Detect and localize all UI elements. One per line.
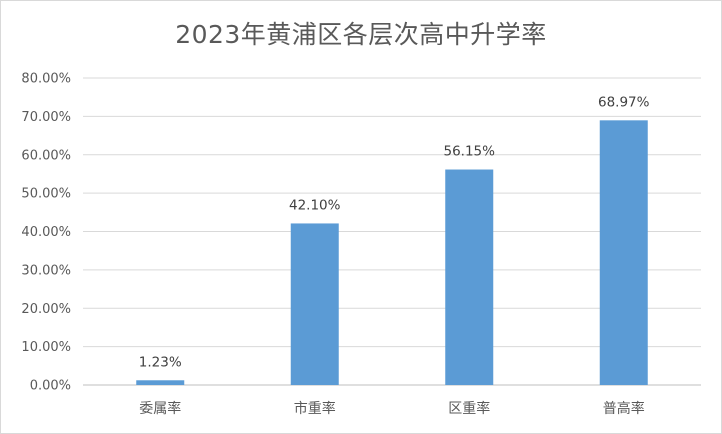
y-tick-label: 10.00% [21,340,71,355]
bar [136,380,185,385]
y-tick-label: 60.00% [21,148,71,163]
y-tick-label: 80.00% [21,72,71,87]
y-tick-label: 20.00% [21,302,71,317]
bar [290,223,339,385]
y-tick-label: 30.00% [21,263,71,278]
y-tick-label: 70.00% [21,110,71,125]
bar [445,169,494,385]
y-tick-label: 50.00% [21,187,71,202]
bar [599,120,648,385]
data-label: 1.23% [139,354,182,370]
data-label: 68.97% [598,94,650,110]
x-tick-label: 市重率 [294,400,336,417]
chart-title: 2023年黄浦区各层次高中升学率 [175,20,547,49]
data-label: 42.10% [289,197,341,213]
x-tick-label: 区重率 [448,400,490,417]
y-tick-label: 40.00% [21,225,71,240]
x-tick-label: 委属率 [139,400,181,417]
x-tick-label: 普高率 [603,400,645,417]
data-label: 56.15% [444,144,496,160]
y-tick-label: 0.00% [30,379,71,394]
